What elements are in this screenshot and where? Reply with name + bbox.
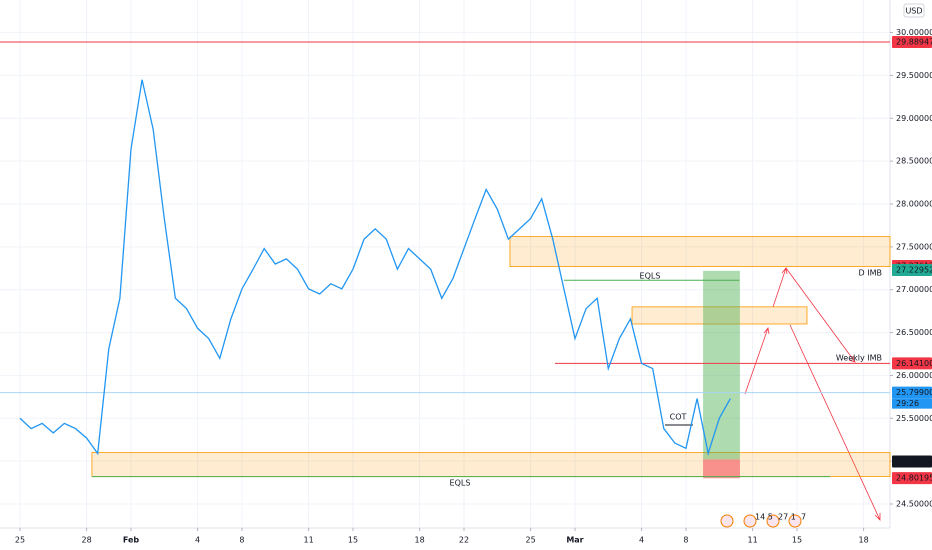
x-tick-label: 18 — [414, 536, 424, 545]
event-icon — [788, 514, 802, 528]
countdown: 29:26 — [896, 399, 919, 408]
target-zone — [703, 270, 740, 460]
annotation: EQLS — [640, 272, 661, 281]
price-line — [19, 79, 731, 457]
x-tick-label: 25 — [525, 536, 535, 545]
y-tick-label: 30.00000 — [896, 28, 932, 37]
background-layer — [0, 0, 890, 528]
event-label: 7 — [801, 513, 806, 522]
annotation: Weekly IMB — [836, 354, 882, 363]
y-tick-label: 29.00000 — [896, 114, 932, 123]
event-icon — [743, 514, 757, 528]
event-label: 27 1 — [778, 513, 796, 522]
zone — [91, 452, 891, 477]
annotation: COT — [670, 413, 687, 422]
x-tick-label: 22 — [459, 536, 469, 545]
x-tick-label: 15 — [792, 536, 802, 545]
y-tick-label: 28.50000 — [896, 157, 932, 166]
x-tick-label: Mar — [566, 536, 583, 545]
y-tick-label: 28.00000 — [896, 200, 932, 209]
price-badge-label: 26.14100 — [896, 359, 932, 368]
x-tick-label: 11 — [303, 536, 313, 545]
price-badge — [892, 36, 932, 49]
y-tick-label: 26.00000 — [896, 371, 932, 380]
x-tick-label: Feb — [123, 536, 140, 545]
x-tick-label: 8 — [239, 536, 244, 545]
price-badge-label: 24.80195 — [896, 474, 932, 483]
x-tick-label: 28 — [81, 536, 91, 545]
price-badge — [892, 357, 932, 370]
event-icon — [766, 514, 780, 528]
annotation: D IMB — [859, 269, 882, 278]
stop-zone — [703, 459, 740, 479]
y-tick-label: 24.50000 — [896, 500, 932, 509]
price-badge — [892, 472, 932, 485]
x-tick-label: 4 — [639, 536, 644, 545]
price-badge-label: 27.22952 — [896, 266, 932, 275]
price-badge — [892, 455, 932, 468]
currency-box — [903, 3, 925, 18]
event-icons — [720, 514, 802, 528]
event-icon — [720, 514, 734, 528]
arrow — [744, 327, 770, 395]
y-tick-label: 29.50000 — [896, 71, 932, 80]
y-tick-label: 26.50000 — [896, 328, 932, 337]
currency: USD — [905, 7, 922, 16]
arrow — [785, 267, 856, 363]
arrow — [789, 324, 881, 521]
price-badge-label: 25.79900 — [896, 388, 932, 397]
price-badge — [892, 264, 932, 277]
event-label: 14 5 — [755, 513, 773, 522]
price-badge-label: 24.99538 — [896, 457, 932, 466]
arrows — [744, 267, 881, 521]
x-tick-label: 18 — [858, 536, 868, 545]
x-tick-label: 25 — [15, 536, 25, 545]
zone — [631, 306, 808, 325]
y-tick-label: 27.50000 — [896, 242, 932, 251]
annotation: EQLS — [450, 479, 471, 488]
x-tick-label: 4 — [195, 536, 200, 545]
price-badge — [892, 386, 932, 399]
x-tick-label: 11 — [747, 536, 757, 545]
price-badge-label: 29.88947 — [896, 38, 932, 47]
arrow — [772, 267, 788, 308]
x-tick-label: 15 — [348, 536, 358, 545]
y-tick-label: 25.50000 — [896, 414, 932, 423]
y-tick-label: 27.00000 — [896, 285, 932, 294]
zone — [509, 236, 891, 267]
countdown-badge — [892, 398, 932, 409]
x-tick-label: 8 — [683, 536, 688, 545]
